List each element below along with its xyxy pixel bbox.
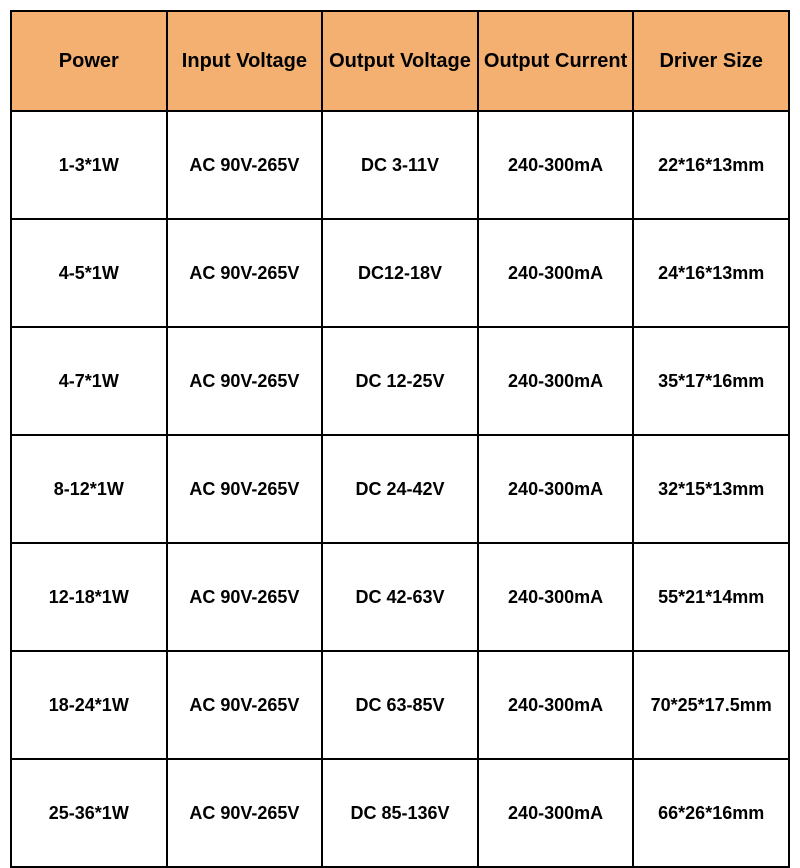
table-row: 18-24*1W AC 90V-265V DC 63-85V 240-300mA… (11, 651, 789, 759)
spec-table: Power Input Voltage Output Voltage Outpu… (10, 10, 790, 868)
cell-power: 4-7*1W (11, 327, 167, 435)
cell-output-current: 240-300mA (478, 759, 634, 867)
cell-driver-size: 22*16*13mm (633, 111, 789, 219)
cell-input-voltage: AC 90V-265V (167, 651, 323, 759)
cell-output-current: 240-300mA (478, 327, 634, 435)
cell-output-current: 240-300mA (478, 435, 634, 543)
table-row: 4-7*1W AC 90V-265V DC 12-25V 240-300mA 3… (11, 327, 789, 435)
cell-driver-size: 66*26*16mm (633, 759, 789, 867)
cell-driver-size: 32*15*13mm (633, 435, 789, 543)
cell-output-current: 240-300mA (478, 219, 634, 327)
table-row: 8-12*1W AC 90V-265V DC 24-42V 240-300mA … (11, 435, 789, 543)
cell-driver-size: 55*21*14mm (633, 543, 789, 651)
cell-driver-size: 35*17*16mm (633, 327, 789, 435)
col-header-input-voltage: Input Voltage (167, 11, 323, 111)
cell-output-current: 240-300mA (478, 543, 634, 651)
cell-output-voltage: DC 3-11V (322, 111, 478, 219)
cell-output-voltage: DC 42-63V (322, 543, 478, 651)
cell-output-current: 240-300mA (478, 651, 634, 759)
cell-output-voltage: DC 24-42V (322, 435, 478, 543)
cell-power: 12-18*1W (11, 543, 167, 651)
cell-driver-size: 24*16*13mm (633, 219, 789, 327)
cell-input-voltage: AC 90V-265V (167, 543, 323, 651)
cell-input-voltage: AC 90V-265V (167, 219, 323, 327)
table-body: 1-3*1W AC 90V-265V DC 3-11V 240-300mA 22… (11, 111, 789, 867)
table-row: 1-3*1W AC 90V-265V DC 3-11V 240-300mA 22… (11, 111, 789, 219)
table-row: 12-18*1W AC 90V-265V DC 42-63V 240-300mA… (11, 543, 789, 651)
table-row: 25-36*1W AC 90V-265V DC 85-136V 240-300m… (11, 759, 789, 867)
col-header-output-voltage: Output Voltage (322, 11, 478, 111)
cell-power: 25-36*1W (11, 759, 167, 867)
cell-power: 8-12*1W (11, 435, 167, 543)
cell-output-voltage: DC 12-25V (322, 327, 478, 435)
cell-output-voltage: DC12-18V (322, 219, 478, 327)
cell-output-voltage: DC 85-136V (322, 759, 478, 867)
col-header-output-current: Output Current (478, 11, 634, 111)
table-head: Power Input Voltage Output Voltage Outpu… (11, 11, 789, 111)
table-header-row: Power Input Voltage Output Voltage Outpu… (11, 11, 789, 111)
cell-power: 18-24*1W (11, 651, 167, 759)
cell-input-voltage: AC 90V-265V (167, 327, 323, 435)
cell-output-voltage: DC 63-85V (322, 651, 478, 759)
cell-driver-size: 70*25*17.5mm (633, 651, 789, 759)
col-header-power: Power (11, 11, 167, 111)
cell-input-voltage: AC 90V-265V (167, 759, 323, 867)
table-row: 4-5*1W AC 90V-265V DC12-18V 240-300mA 24… (11, 219, 789, 327)
col-header-driver-size: Driver Size (633, 11, 789, 111)
cell-input-voltage: AC 90V-265V (167, 111, 323, 219)
spec-table-wrap: Power Input Voltage Output Voltage Outpu… (0, 0, 800, 800)
cell-output-current: 240-300mA (478, 111, 634, 219)
cell-power: 1-3*1W (11, 111, 167, 219)
cell-power: 4-5*1W (11, 219, 167, 327)
cell-input-voltage: AC 90V-265V (167, 435, 323, 543)
